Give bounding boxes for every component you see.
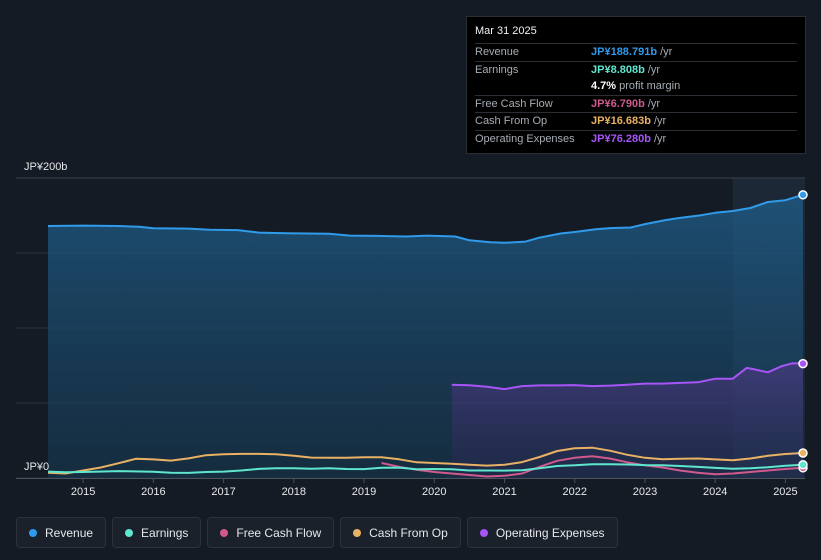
legend-item-revenue[interactable]: Revenue — [16, 517, 107, 548]
legend-item-cash-from-op[interactable]: Cash From Op — [340, 517, 461, 548]
tooltip-row-unit: /yr — [647, 63, 661, 76]
tooltip-row-value: JP¥6.790b — [591, 97, 645, 110]
tooltip-row-value: 4.7% — [591, 80, 617, 93]
revenue-line — [47, 193, 804, 244]
legend-label: Earnings — [141, 525, 189, 540]
operating-expenses-area — [451, 363, 803, 478]
tooltip-row-label: Revenue — [475, 46, 520, 59]
tooltip: Mar 31 2025 Revenue JP¥188.791b/yr Earning… — [466, 16, 806, 154]
y-axis-top-label: JP¥200b — [24, 161, 67, 173]
cash-from-op-line — [47, 446, 804, 475]
tooltip-date: Mar 31 2025 — [475, 25, 537, 37]
tooltip-row-value: JP¥188.791b — [591, 46, 658, 59]
tooltip-row-value: JP¥16.683b — [591, 115, 651, 128]
legend-label: Revenue — [45, 525, 94, 540]
tooltip-row: Earnings JP¥8.808b/yr — [475, 60, 797, 79]
legend-dot-icon — [479, 528, 488, 537]
legend: Revenue Earnings Free Cash Flow Cash From O… — [16, 517, 618, 548]
x-tick-label: 2022 — [563, 486, 587, 498]
operating-expenses-line — [451, 362, 804, 391]
earnings-end-marker[interactable] — [798, 460, 808, 470]
chart-canvas: JP¥200b JP¥0 2015 2016 2017 2018 2019 2020 202… — [16, 161, 808, 498]
tooltip-row: 4.7% profit margin — [475, 78, 797, 95]
legend-label: Cash From Op — [369, 525, 448, 540]
legend-dot-icon — [29, 528, 37, 537]
tooltip-row: Operating Expenses JP¥76.280b/yr — [475, 129, 797, 148]
tooltip-row-label: Free Cash Flow — [475, 97, 553, 110]
x-tick-label: 2025 — [773, 486, 797, 498]
legend-item-earnings[interactable]: Earnings — [112, 517, 202, 548]
x-tick-label: 2019 — [352, 486, 376, 498]
x-tick-label: 2017 — [211, 486, 235, 498]
legend-dot-icon — [220, 528, 229, 537]
tooltip-row-unit: /yr — [653, 115, 667, 128]
x-tick-label: 2024 — [703, 486, 727, 498]
tooltip-row-value: JP¥8.808b — [591, 63, 645, 76]
cash-from-op-end-marker[interactable] — [798, 448, 808, 458]
operating-expenses-end-marker[interactable] — [798, 358, 808, 369]
earnings-line — [47, 463, 804, 474]
tooltip-row-value: JP¥76.280b — [591, 132, 651, 145]
tooltip-rows: Revenue JP¥188.791b/yr Earnings JP¥8.808b/y… — [475, 43, 797, 147]
free-cash-flow-line — [381, 455, 804, 478]
tooltip-row-label: Earnings — [475, 63, 519, 76]
x-tick-label: 2018 — [282, 486, 306, 498]
legend-label: Free Cash Flow — [236, 525, 322, 540]
x-tick-label: 2021 — [492, 486, 516, 498]
x-tick-label: 2015 — [71, 486, 95, 498]
x-tick-label: 2016 — [141, 486, 165, 498]
tooltip-row-unit: /yr — [647, 97, 661, 110]
legend-item-operating-expenses[interactable]: Operating Expenses — [466, 517, 618, 548]
revenue-end-marker[interactable] — [798, 190, 808, 200]
legend-dot-icon — [353, 528, 362, 537]
tooltip-row: Free Cash Flow JP¥6.790b/yr — [475, 94, 797, 113]
legend-label: Operating Expenses — [495, 525, 605, 540]
tooltip-row-label: Operating Expenses — [475, 132, 575, 145]
y-axis-bottom-label: JP¥0 — [24, 461, 49, 473]
tooltip-row-unit: profit margin — [619, 80, 681, 93]
legend-item-free-cash-flow[interactable]: Free Cash Flow — [207, 517, 335, 548]
tooltip-row-unit: /yr — [653, 132, 667, 145]
legend-dot-icon — [125, 528, 134, 537]
x-tick-label: 2023 — [633, 486, 657, 498]
tooltip-row-label: Cash From Op — [475, 115, 548, 128]
tooltip-row: Revenue JP¥188.791b/yr — [475, 43, 797, 61]
tooltip-row: Cash From Op JP¥16.683b/yr — [475, 112, 797, 130]
x-tick-label: 2020 — [422, 486, 446, 498]
tooltip-row-unit: /yr — [660, 46, 673, 59]
